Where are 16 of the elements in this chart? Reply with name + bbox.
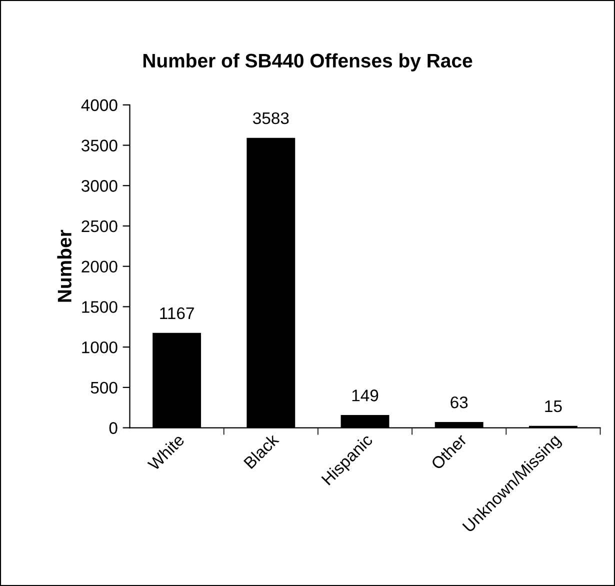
y-tick-label: 500 xyxy=(90,382,118,394)
data-label: 1167 xyxy=(160,307,194,320)
y-tick-label: 1500 xyxy=(82,301,118,313)
y-tick-label: 3000 xyxy=(82,180,118,192)
y-tick-label: 2500 xyxy=(82,220,118,232)
y-tick-label: 0 xyxy=(109,422,118,434)
data-label: 63 xyxy=(450,396,468,408)
y-tick-label: 4000 xyxy=(81,99,118,112)
y-tick-label: 1000 xyxy=(82,341,118,354)
data-label: 3583 xyxy=(253,112,289,124)
y-tick-label: 3500 xyxy=(82,140,118,152)
chart-title: Number of SB440 Offenses by Race xyxy=(143,53,472,72)
data-label: 15 xyxy=(545,400,562,412)
y-tick-label: 2000 xyxy=(82,260,118,273)
y-axis-title: Number xyxy=(57,230,72,302)
data-label: 149 xyxy=(352,390,378,402)
